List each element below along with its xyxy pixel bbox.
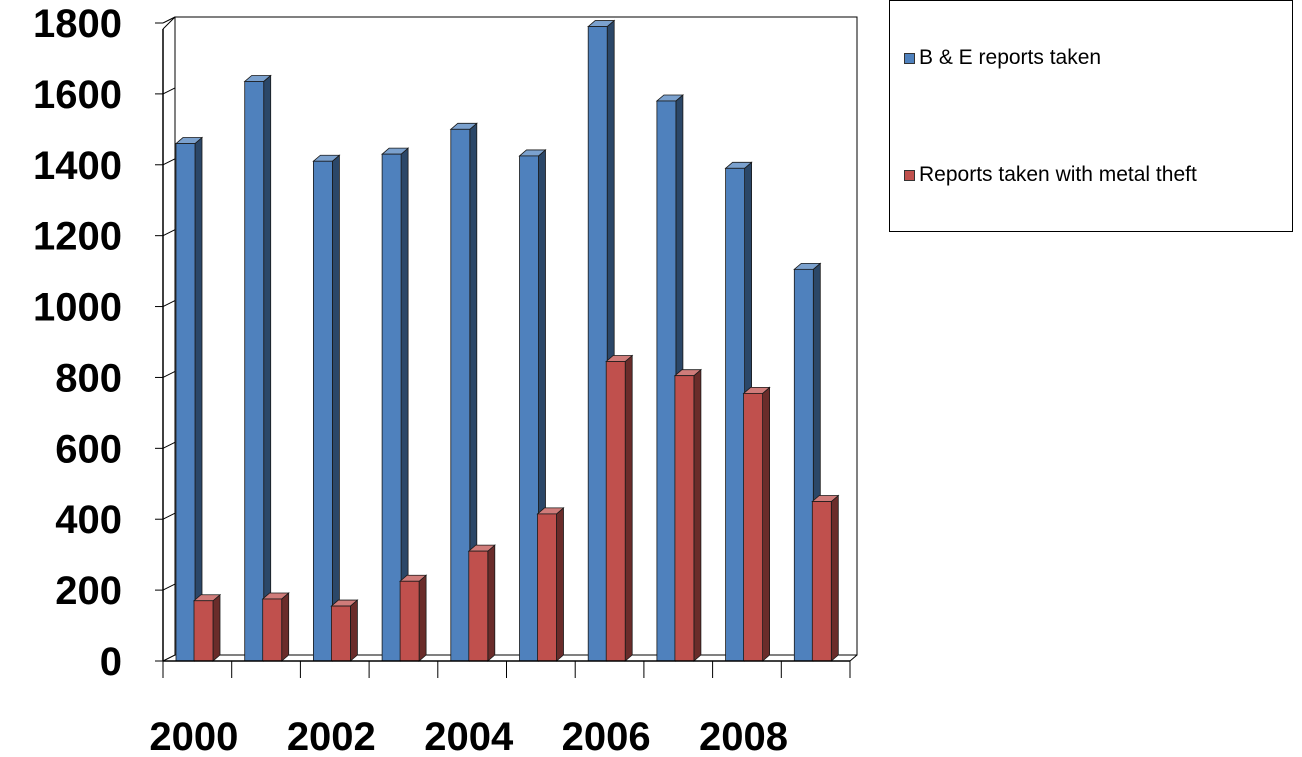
gridline-side	[162, 441, 176, 449]
bar-front-face	[193, 600, 214, 662]
bar-front-face	[381, 153, 402, 662]
bar-side-face	[556, 507, 564, 662]
bar-front-face	[656, 100, 677, 662]
bar-be-reports-2002	[312, 154, 341, 662]
y-tick-label: 800	[55, 356, 122, 400]
gridline-side	[162, 229, 176, 237]
y-tick-label: 1200	[33, 215, 122, 259]
legend: B & E reports taken Reports taken with m…	[889, 0, 1293, 232]
axes	[155, 22, 858, 678]
y-axis-tick-labels: 0 200 400 600 800 1000 1200 1400 1600 1800	[33, 2, 122, 684]
floor-edge	[162, 654, 176, 662]
bar-be-reports-2004	[449, 122, 478, 662]
bar-side-face	[281, 592, 290, 662]
legend-entry-series-1: B & E reports taken	[904, 46, 1101, 70]
bar-side-face	[762, 386, 770, 662]
bar-metal-theft-2001	[261, 592, 290, 662]
bar-be-reports-2001	[243, 74, 272, 662]
bar-front-face	[262, 598, 283, 662]
y-tick-label: 0	[100, 640, 122, 684]
y-tick-label: 200	[55, 569, 122, 613]
x-tick-label: 2002	[287, 715, 376, 757]
gridline-side	[162, 512, 176, 520]
bar-side-face	[349, 599, 358, 662]
y-tick-label: 1800	[33, 2, 122, 46]
bar-front-face	[537, 513, 557, 662]
bar-side-face	[194, 136, 203, 662]
bar-side-face	[212, 593, 221, 662]
bar-front-face	[175, 143, 196, 662]
bar-side-face	[418, 574, 427, 662]
bar-side-face	[487, 544, 496, 662]
gridline-side	[162, 583, 176, 591]
legend-entry-series-2: Reports taken with metal theft	[904, 163, 1197, 187]
bar-metal-theft-2003	[399, 574, 428, 662]
y-tick-label: 1400	[33, 144, 122, 188]
side-wall-top	[162, 16, 176, 30]
legend-swatch-series-1	[904, 52, 915, 64]
gridline-side	[162, 158, 176, 166]
bar-front-face	[244, 81, 265, 662]
bar-front-face	[519, 155, 539, 662]
bar-side-face	[331, 154, 340, 662]
bar-side-face	[624, 354, 633, 662]
bar-front-face	[399, 580, 420, 662]
y-tick-label: 1000	[33, 286, 122, 330]
bar-front-face	[674, 375, 695, 662]
bar-be-reports-2000	[174, 136, 204, 662]
bar-front-face	[605, 361, 626, 662]
x-tick-label: 2008	[699, 715, 788, 757]
bar-metal-theft-2008	[742, 386, 771, 662]
bar-front-face	[468, 550, 489, 662]
bar-metal-theft-2004	[467, 544, 496, 662]
legend-swatch-series-2	[904, 169, 915, 181]
bar-front-face	[587, 26, 608, 662]
bar-metal-theft-2005	[536, 507, 565, 662]
gridline-side	[162, 370, 176, 378]
bar-side-face	[693, 368, 702, 662]
gridline-side	[162, 16, 176, 24]
y-tick-label: 1600	[33, 73, 122, 117]
bar-front-face	[312, 160, 333, 662]
x-tick-label: 2004	[424, 715, 514, 757]
y-tick-label: 600	[55, 427, 122, 471]
y-tick-label: 400	[55, 498, 122, 542]
bar-front-face	[330, 605, 351, 662]
legend-label-series-2: Reports taken with metal theft	[919, 163, 1197, 186]
bar-front-face	[811, 501, 832, 662]
legend-label-series-1: B & E reports taken	[919, 46, 1102, 69]
gridline-side	[162, 87, 176, 95]
x-tick-label: 2000	[149, 715, 238, 757]
bar-front-face	[793, 268, 814, 662]
x-tick-label: 2006	[562, 715, 651, 757]
bar-be-reports-2003	[381, 147, 410, 662]
bar-metal-theft-2002	[330, 599, 359, 662]
bar-side-face	[830, 494, 839, 662]
bar-front-face	[725, 167, 745, 662]
x-axis-tick-labels: 2000 2002 2004 2006 2008	[149, 715, 788, 757]
bar-side-face	[263, 74, 272, 662]
bar-front-face	[450, 128, 471, 662]
bar-metal-theft-2000	[192, 593, 222, 662]
bar-metal-theft-2007	[673, 368, 702, 662]
bar-front-face	[743, 392, 763, 662]
bar-metal-theft-2009	[811, 494, 840, 662]
floor-right-edge	[849, 654, 858, 662]
gridline-side	[162, 300, 176, 308]
bars	[174, 19, 840, 662]
bar-metal-theft-2006	[605, 354, 634, 662]
